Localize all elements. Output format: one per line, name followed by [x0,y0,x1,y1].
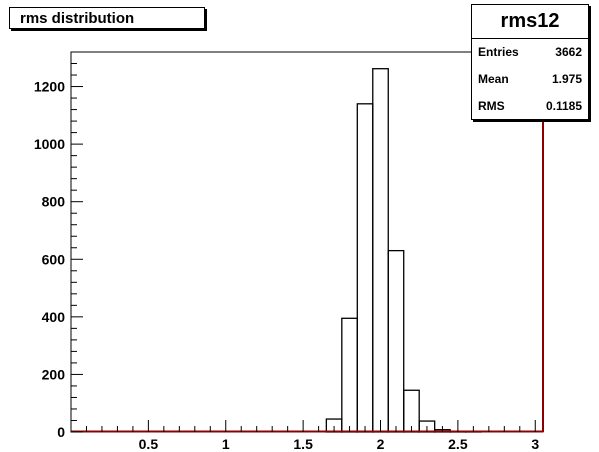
rms-label: RMS [478,99,505,113]
histogram-bars [71,68,543,433]
stats-box: rms12 Entries 3662 Mean 1.975 RMS 0.1185 [471,4,589,120]
y-tick-label: 400 [42,309,66,325]
y-tick-label: 1200 [34,79,65,95]
plot-title: rms distribution [9,7,205,29]
mean-value: 1.975 [551,72,582,86]
histogram-name: rms12 [472,5,588,39]
y-tick-label: 1000 [34,136,65,152]
stat-mean: Mean 1.975 [472,66,588,93]
rms-value: 0.1185 [545,99,582,113]
entries-label: Entries [478,45,519,59]
histogram-bar [356,103,374,433]
y-tick-label: 800 [42,194,66,210]
x-tick-label: 1 [222,436,230,452]
y-tick-label: 0 [57,424,65,440]
x-tick-label: 3 [531,436,539,452]
x-tick-label: 2 [377,436,385,452]
histogram-bar [341,317,358,433]
x-tick-label: 2.5 [448,436,468,452]
y-tick-label: 200 [42,366,66,382]
x-tick-label: 0.5 [139,436,159,452]
stat-entries: Entries 3662 [472,39,588,66]
x-axis: 0.5 1 1.5 2 2.5 3 [85,420,539,452]
histogram-bar [387,249,405,433]
entries-value: 3662 [555,45,582,59]
y-axis: 0 200 400 600 800 1000 1200 [34,51,83,440]
y-tick-label: 600 [42,251,66,267]
histogram-bar [403,389,420,433]
histogram-bar [372,68,389,433]
mean-label: Mean [478,72,509,86]
x-tick-label: 1.5 [293,436,313,452]
stat-rms: RMS 0.1185 [472,93,588,120]
